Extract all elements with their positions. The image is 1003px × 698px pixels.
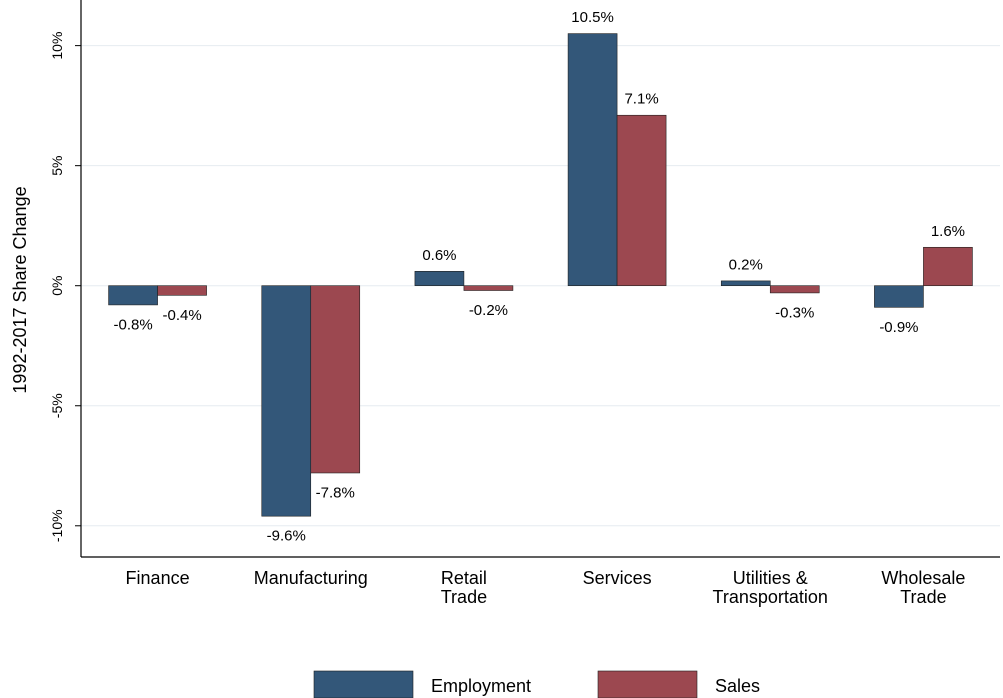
sales-bar [923, 246, 973, 287]
sales-data-label: 1.6% [931, 223, 965, 240]
bars [108, 33, 973, 517]
y-tick-label: 5% [49, 156, 65, 176]
sales-bar [769, 285, 820, 294]
employment-data-label: -0.9% [879, 319, 918, 336]
y-axis-label: 1992-2017 Share Change [10, 186, 30, 393]
y-tick-label: -5% [49, 393, 65, 418]
employment-data-label: -9.6% [267, 528, 306, 545]
x-tick-label: Wholesale [881, 568, 965, 588]
x-tick-label: Services [583, 568, 652, 588]
sales-bar [616, 114, 667, 287]
y-tick-label: 0% [49, 276, 65, 296]
sales-data-label: 7.1% [624, 91, 658, 108]
sales-bar [310, 285, 361, 474]
employment-data-label: -0.8% [113, 316, 152, 333]
x-tick-label: Manufacturing [254, 568, 368, 588]
axes [80, 0, 1000, 558]
x-tick-label: Trade [441, 587, 487, 607]
gridlines [81, 45, 1000, 527]
data-labels: -0.8% -0.4% -9.6% -7.8% 0.6% -0.2% 10.5% 7.1% 0.… [113, 9, 965, 545]
employment-bar [874, 285, 924, 308]
sales-bar [157, 285, 207, 296]
x-tick-label: Utilities & [733, 568, 808, 588]
x-tick-label: Retail [441, 568, 487, 588]
employment-bar [261, 285, 312, 517]
legend: Employment Sales [313, 670, 760, 698]
x-tick-label: Transportation [713, 587, 828, 607]
employment-bar [567, 33, 618, 287]
employment-data-label: 10.5% [571, 9, 614, 26]
employment-bar [414, 270, 465, 287]
sales-data-label: -0.2% [469, 302, 508, 319]
employment-legend-swatch [313, 670, 414, 698]
sales-data-label: -0.3% [775, 304, 814, 321]
sales-data-label: -7.8% [316, 484, 355, 501]
employment-data-label: 0.2% [729, 256, 763, 273]
employment-bar [108, 285, 158, 306]
sales-legend-swatch [597, 670, 698, 698]
x-tick-label: Finance [126, 568, 190, 588]
sales-bar [463, 285, 514, 291]
y-ticks: -10% -5% 0% 5% 10% [49, 32, 81, 542]
x-tick-label: Trade [900, 587, 946, 607]
y-tick-label: -10% [49, 509, 65, 542]
employment-bar [720, 280, 771, 287]
sales-legend-label: Sales [715, 676, 760, 696]
employment-legend-label: Employment [431, 676, 531, 696]
sales-data-label: -0.4% [162, 307, 201, 324]
y-tick-label: 10% [49, 32, 65, 60]
employment-data-label: 0.6% [422, 247, 456, 264]
